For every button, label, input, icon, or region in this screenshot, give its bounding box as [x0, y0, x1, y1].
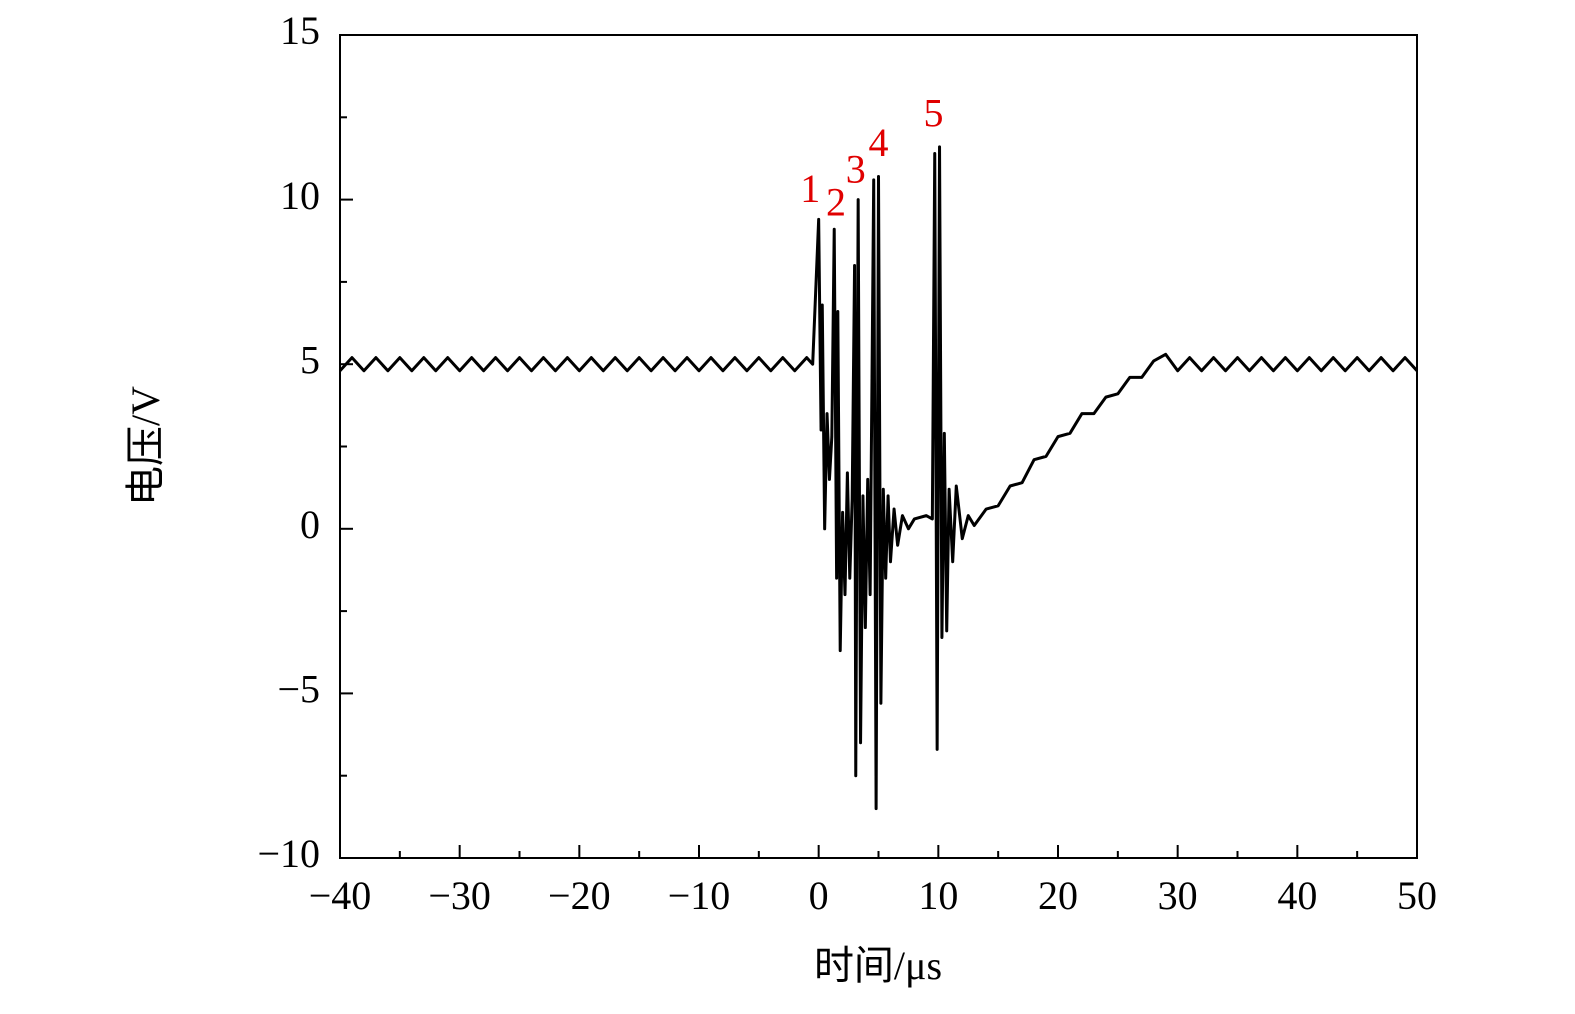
x-tick-label: −10	[668, 873, 731, 918]
y-tick-label: −10	[257, 831, 320, 876]
y-tick-label: 10	[280, 173, 320, 218]
y-tick-label: −5	[277, 667, 320, 712]
x-tick-label: −40	[309, 873, 372, 918]
x-tick-label: 50	[1397, 873, 1437, 918]
x-tick-label: 20	[1038, 873, 1078, 918]
y-tick-label: 0	[300, 502, 320, 547]
x-tick-label: −30	[428, 873, 491, 918]
x-axis-label: 时间/μs	[814, 943, 942, 988]
x-tick-label: 40	[1277, 873, 1317, 918]
data-line	[338, 145, 1419, 811]
y-tick-label: 15	[280, 8, 320, 53]
x-tick-label: 30	[1158, 873, 1198, 918]
x-tick-label: 10	[918, 873, 958, 918]
x-tick-label: −20	[548, 873, 611, 918]
peak-annotation: 1	[800, 166, 820, 211]
peak-annotation: 3	[846, 146, 866, 191]
y-tick-label: 5	[300, 337, 320, 382]
peak-annotation: 5	[924, 90, 944, 135]
y-axis-label: 电压/V	[123, 386, 168, 506]
peak-annotation: 4	[869, 120, 889, 165]
x-tick-label: 0	[809, 873, 829, 918]
peak-annotation: 2	[826, 179, 846, 224]
